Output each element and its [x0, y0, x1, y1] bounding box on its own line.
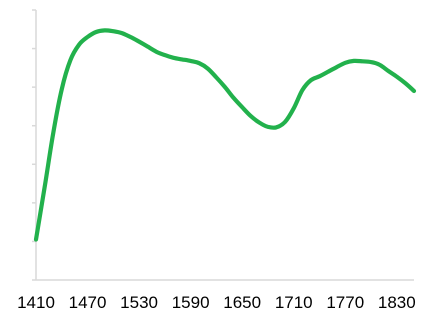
x-axis-tick-labels: 1410 1470 1530 1590 1650 1710 1770 1830: [17, 293, 416, 312]
x-tick-label: 1470: [69, 293, 107, 312]
x-tick-label: 1650: [223, 293, 261, 312]
series-group: [33, 28, 417, 242]
x-tick-label: 1830: [378, 293, 416, 312]
x-tick-label: 1530: [120, 293, 158, 312]
x-tick-label: 1770: [326, 293, 364, 312]
x-tick-label: 1590: [172, 293, 210, 312]
series-line: [33, 28, 417, 242]
x-tick-label: 1410: [17, 293, 55, 312]
x-tick-label: 1710: [275, 293, 313, 312]
y-axis-ticks: [32, 9, 36, 281]
